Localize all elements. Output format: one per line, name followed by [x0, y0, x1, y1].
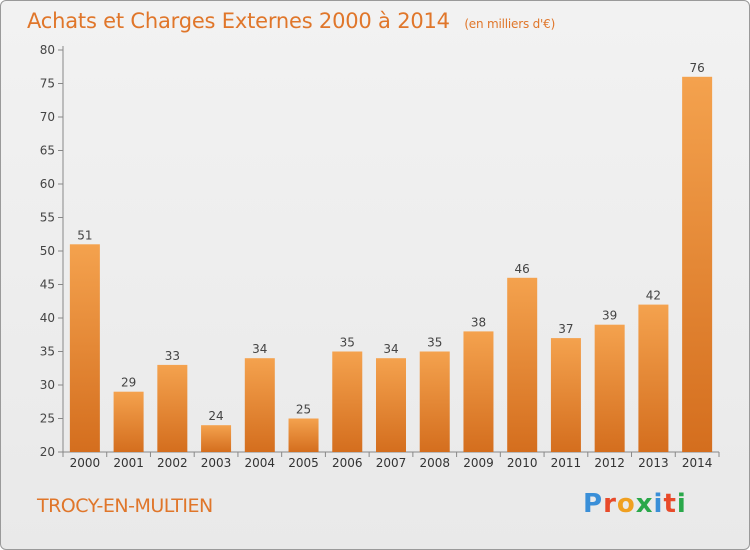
y-tick-label: 35 — [40, 345, 55, 359]
bar — [201, 425, 232, 452]
y-tick-label: 65 — [40, 144, 55, 158]
bar — [69, 244, 100, 452]
x-tick-label: 2013 — [638, 456, 669, 470]
bar-value-label: 37 — [558, 322, 573, 336]
bar-value-label: 39 — [602, 309, 617, 323]
logo-letter: x — [635, 489, 654, 519]
city-name: TROCY-EN-MULTIEN — [37, 495, 213, 517]
x-tick-label: 2007 — [376, 456, 407, 470]
x-tick-label: 2011 — [551, 456, 582, 470]
bar — [419, 351, 450, 452]
x-tick-label: 2004 — [245, 456, 276, 470]
bar-value-label: 34 — [383, 342, 398, 356]
bar-value-label: 33 — [165, 349, 180, 363]
y-tick-label: 60 — [40, 177, 55, 191]
bar — [594, 324, 625, 452]
bar-value-label: 35 — [340, 336, 355, 350]
logo-letter: i — [653, 489, 664, 519]
bar — [332, 351, 363, 452]
x-tick-label: 2001 — [113, 456, 144, 470]
bar-value-label: 42 — [646, 289, 661, 303]
bar — [376, 358, 406, 452]
bar — [288, 418, 319, 452]
bar — [463, 331, 494, 452]
bar-value-label: 35 — [427, 336, 442, 350]
x-tick-label: 2009 — [463, 456, 494, 470]
bar-value-label: 46 — [515, 262, 530, 276]
y-tick-label: 45 — [40, 278, 55, 292]
logo-letter: P — [583, 489, 604, 519]
x-tick-label: 2006 — [332, 456, 363, 470]
bar-value-label: 38 — [471, 315, 486, 329]
y-tick-label: 20 — [40, 445, 55, 459]
logo-letter: r — [603, 489, 617, 519]
x-tick-label: 2000 — [70, 456, 101, 470]
bar — [507, 277, 538, 452]
bar — [550, 338, 581, 452]
logo-letter: i — [676, 489, 687, 519]
bar — [638, 304, 669, 452]
x-tick-label: 2010 — [507, 456, 538, 470]
bar-value-label: 24 — [208, 409, 223, 423]
bar-chart: 20 25 30 35 40 45 50 55 60 65 70 75 80 51 2000 29 2001 33… — [40, 43, 720, 470]
y-tick-label: 80 — [40, 43, 55, 57]
bar — [682, 76, 713, 453]
x-tick-label: 2012 — [594, 456, 625, 470]
chart-subtitle: (en milliers d'€) — [464, 17, 556, 31]
y-tick-label: 55 — [40, 211, 55, 225]
logo-letter: o — [616, 489, 636, 519]
y-tick-label: 70 — [40, 110, 55, 124]
bar-value-label: 29 — [121, 376, 136, 390]
x-tick-label: 2005 — [288, 456, 319, 470]
bar-value-label: 76 — [689, 61, 704, 75]
bar — [113, 391, 144, 452]
y-tick-label: 25 — [40, 412, 55, 426]
bar — [244, 358, 275, 452]
y-tick-label: 40 — [40, 311, 55, 325]
logo-letter: t — [663, 489, 677, 519]
y-tick-label: 30 — [40, 378, 55, 392]
chart-title: Achats et Charges Externes 2000 à 2014 (… — [27, 9, 555, 33]
y-tick-label: 50 — [40, 244, 55, 258]
x-tick-label: 2003 — [201, 456, 232, 470]
bar-value-label: 25 — [296, 403, 311, 417]
bar — [157, 364, 188, 452]
y-tick-label: 75 — [40, 77, 55, 91]
chart-title-text: Achats et Charges Externes 2000 à 2014 — [27, 9, 450, 33]
x-tick-label: 2014 — [682, 456, 713, 470]
x-tick-label: 2002 — [157, 456, 188, 470]
x-tick-label: 2008 — [419, 456, 450, 470]
bar-value-label: 34 — [252, 342, 267, 356]
bar-value-label: 51 — [77, 228, 92, 242]
proxiti-logo: Proxiti — [583, 489, 687, 519]
